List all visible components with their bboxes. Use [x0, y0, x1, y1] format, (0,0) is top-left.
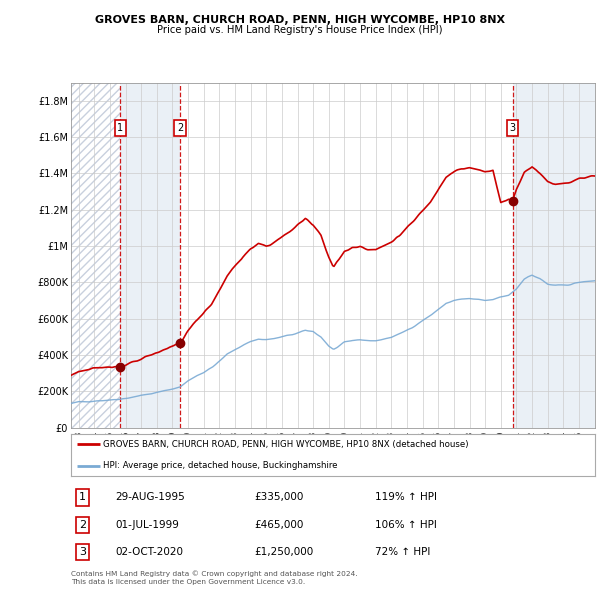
Text: 3: 3	[79, 547, 86, 557]
Text: HPI: Average price, detached house, Buckinghamshire: HPI: Average price, detached house, Buck…	[103, 461, 338, 470]
Text: £1,250,000: £1,250,000	[254, 547, 313, 557]
Text: 02-OCT-2020: 02-OCT-2020	[115, 547, 184, 557]
Text: 3: 3	[509, 123, 515, 133]
Text: 119% ↑ HPI: 119% ↑ HPI	[374, 493, 437, 503]
Text: 106% ↑ HPI: 106% ↑ HPI	[374, 520, 436, 530]
Text: 29-AUG-1995: 29-AUG-1995	[115, 493, 185, 503]
Text: GROVES BARN, CHURCH ROAD, PENN, HIGH WYCOMBE, HP10 8NX: GROVES BARN, CHURCH ROAD, PENN, HIGH WYC…	[95, 15, 505, 25]
Text: 1: 1	[118, 123, 124, 133]
Text: 1: 1	[79, 493, 86, 503]
Text: £335,000: £335,000	[254, 493, 304, 503]
Text: GROVES BARN, CHURCH ROAD, PENN, HIGH WYCOMBE, HP10 8NX (detached house): GROVES BARN, CHURCH ROAD, PENN, HIGH WYC…	[103, 440, 469, 449]
Text: 01-JUL-1999: 01-JUL-1999	[115, 520, 179, 530]
Bar	[512, 83, 595, 428]
Bar	[71, 83, 121, 428]
Text: 2: 2	[79, 520, 86, 530]
Text: This data is licensed under the Open Government Licence v3.0.: This data is licensed under the Open Gov…	[71, 579, 305, 585]
Text: 2: 2	[177, 123, 184, 133]
Bar	[121, 83, 180, 428]
Text: 72% ↑ HPI: 72% ↑ HPI	[374, 547, 430, 557]
Text: £465,000: £465,000	[254, 520, 304, 530]
Text: Price paid vs. HM Land Registry's House Price Index (HPI): Price paid vs. HM Land Registry's House …	[157, 25, 443, 35]
Text: Contains HM Land Registry data © Crown copyright and database right 2024.: Contains HM Land Registry data © Crown c…	[71, 571, 358, 577]
